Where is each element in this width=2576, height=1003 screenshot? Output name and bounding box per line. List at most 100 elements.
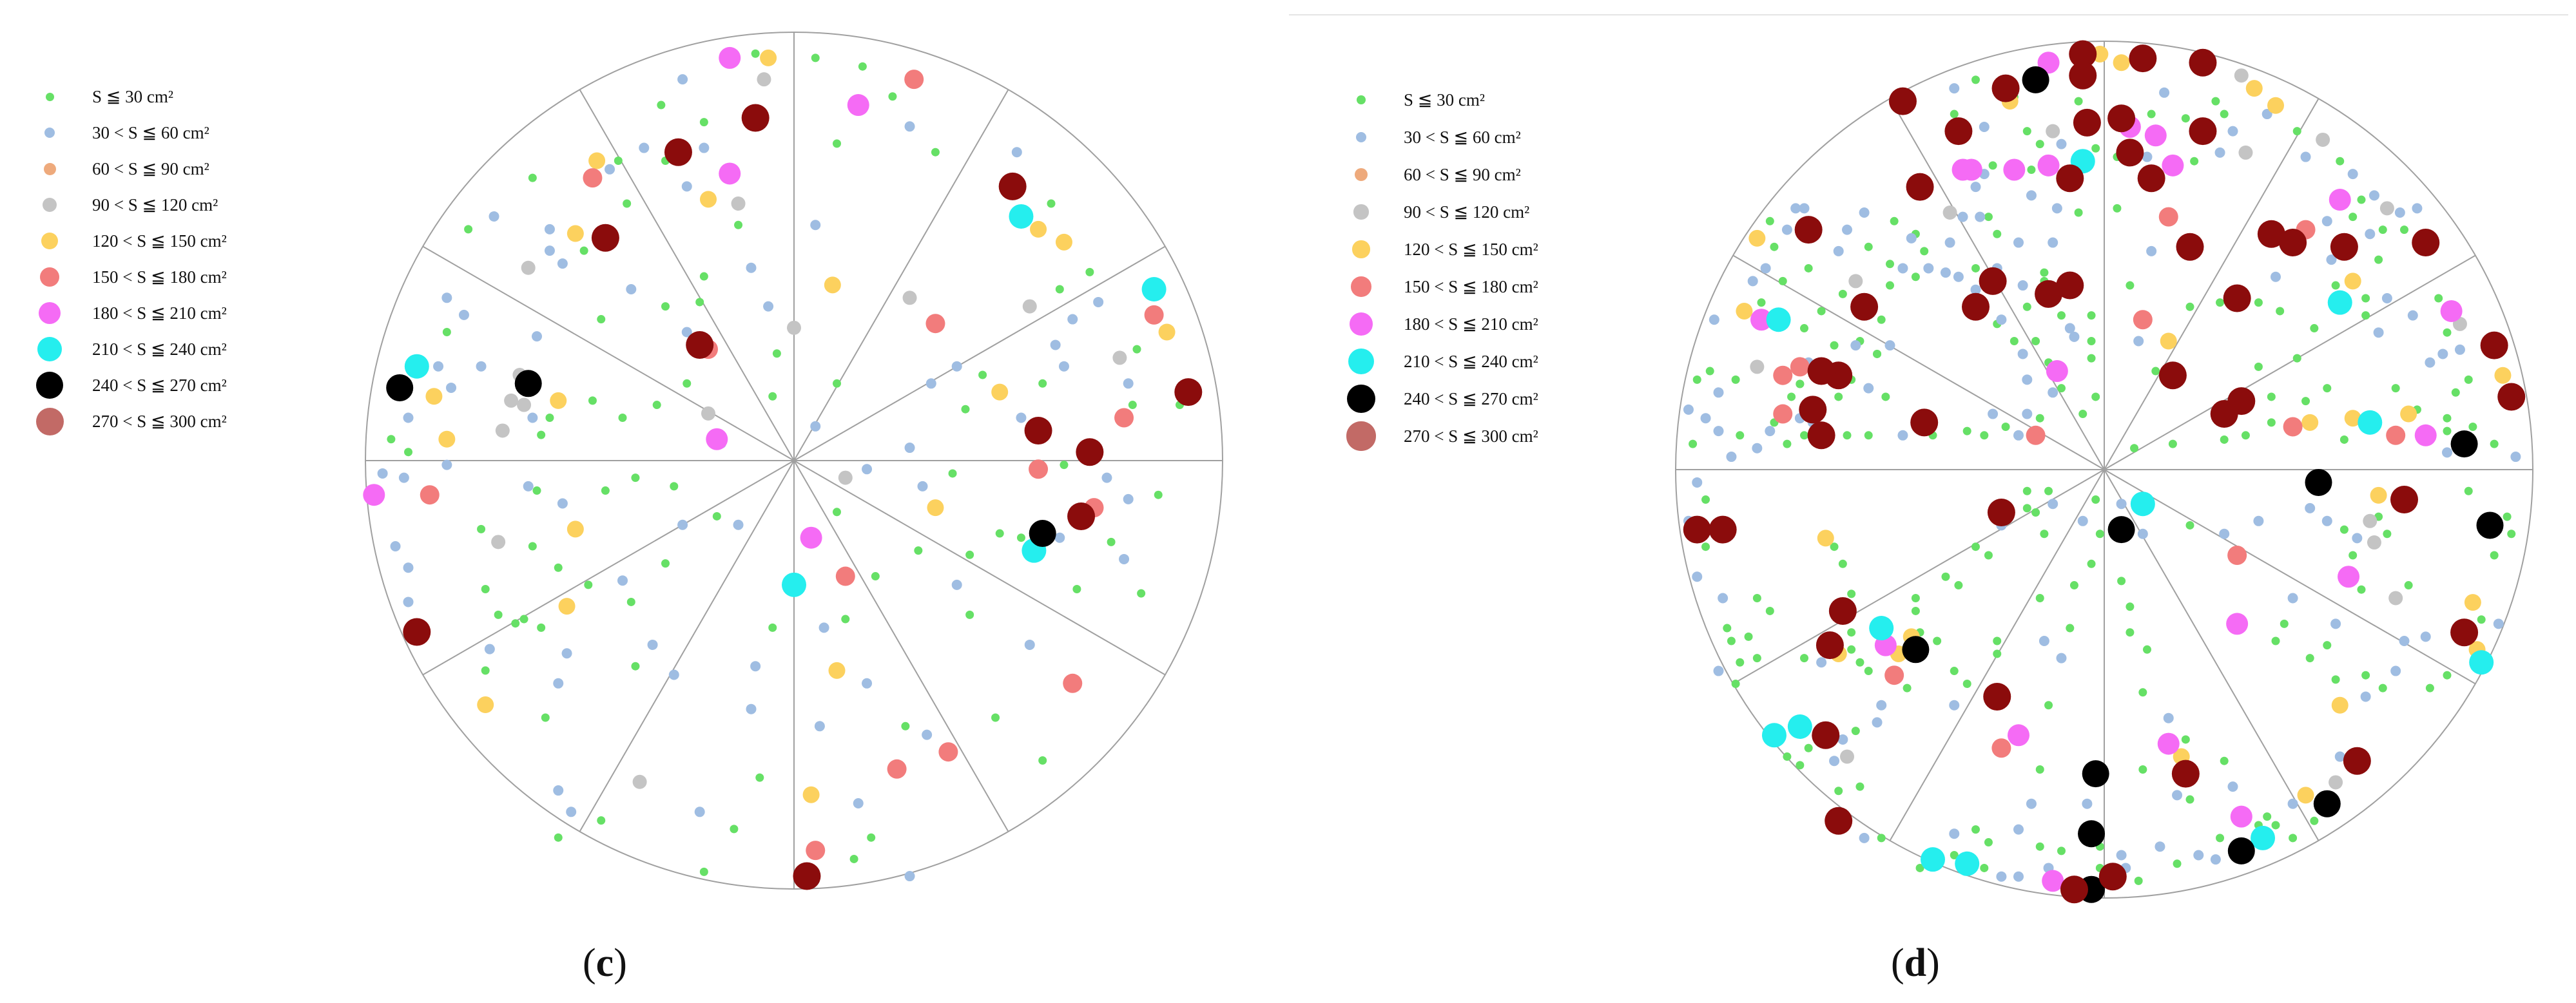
data-point-s150 [760,49,777,66]
legend-marker-s300 [35,407,64,435]
data-point-s30 [2147,110,2156,119]
data-point-s30 [1988,161,1997,170]
data-point-s60 [2013,237,2024,248]
data-point-s30 [1834,787,1843,796]
data-point-s120 [787,320,801,335]
data-point-s60 [917,481,928,492]
data-point-s30 [2181,735,2190,744]
data-point-s30 [1132,345,1141,354]
data-point-s30 [1962,426,1971,435]
data-point-s30 [2323,384,2332,393]
data-point-s30 [2348,551,2358,560]
data-point-s30 [2348,213,2358,222]
data-point-s30 [2443,426,2452,435]
data-point-s60 [377,468,388,479]
data-point-s30 [2331,281,2340,290]
data-point-s30 [867,833,876,842]
data-point-s60 [2326,254,2337,265]
data-point-s60 [1975,211,1986,222]
data-point-s30 [1847,589,1856,598]
data-point-s60 [2155,841,2165,852]
data-point-s270 [2313,790,2341,817]
data-point-s120 [2234,68,2249,83]
data-point-s300 [686,330,714,359]
data-point-s180 [2158,207,2178,227]
data-point-s30 [2126,628,2135,637]
data-point-s60 [2368,190,2379,201]
data-point-s30 [2185,302,2194,311]
data-point-s30 [2443,671,2452,680]
data-point-s30 [2451,388,2460,397]
data-point-s60 [1979,122,1990,132]
data-point-s30 [2391,384,2400,393]
data-point-s30 [2267,418,2276,427]
data-point-s300 [2480,331,2508,359]
data-point-s300 [1807,421,1835,450]
data-point-s60 [2493,618,2504,629]
data-point-s60 [2146,245,2157,256]
data-point-s150 [567,225,584,242]
data-point-s30 [1971,263,1980,272]
data-point-s60 [1692,571,1703,582]
data-point-s30 [2443,414,2452,423]
data-point-s210 [2440,300,2463,322]
legend-label-s180: 150 < S ≦ 180 cm² [92,267,227,287]
data-point-s30 [404,448,412,457]
legend-label-s180: 150 < S ≦ 180 cm² [1404,277,1538,296]
data-point-s30 [1855,782,1864,791]
data-point-s60 [951,579,962,590]
data-point-s60 [1760,263,1771,274]
data-point-s300 [2343,747,2371,775]
data-point-s30 [519,615,528,624]
data-point-s60 [2442,447,2452,458]
data-point-s150 [927,499,944,517]
data-point-s30 [661,302,670,311]
data-point-s300 [1828,597,1857,625]
sector-line-5 [793,460,1009,832]
data-point-s30 [1800,431,1808,440]
data-point-s240 [1787,714,1812,739]
data-point-s30 [1950,110,1959,119]
data-point-s30 [2468,423,2477,431]
data-point-s30 [2181,114,2190,123]
data-point-s30 [1765,216,1774,225]
data-point-s240 [1766,307,1791,332]
data-point-s30 [833,508,841,517]
data-point-s30 [2507,530,2516,539]
data-point-s120 [731,196,746,211]
data-point-s180 [1029,459,1049,479]
data-point-s60 [1123,493,1134,504]
data-point-s120 [2388,591,2403,606]
data-point-s60 [1016,412,1027,423]
data-point-s120 [2367,535,2381,550]
legend-marker-s90 [43,162,56,175]
data-point-s180 [2283,417,2303,437]
data-point-s30 [2310,324,2319,333]
data-point-s120 [491,535,506,549]
data-point-s30 [2490,551,2499,560]
data-point-s30 [2087,311,2096,320]
data-point-s60 [1816,657,1827,668]
data-point-s30 [2339,435,2348,444]
data-point-s60 [2026,190,2037,201]
data-point-s180 [1063,673,1083,693]
data-point-s60 [527,412,538,423]
data-point-s120 [1750,359,1765,374]
data-point-s30 [1727,636,1736,645]
data-point-s30 [2361,294,2370,303]
data-point-s210 [1951,158,1974,181]
legend-marker-s60 [1355,131,1367,143]
data-point-s30 [631,662,640,671]
data-point-s30 [991,713,1000,722]
data-point-s300 [2129,44,2157,73]
data-point-s300 [998,172,1027,200]
data-point-s60 [557,258,568,269]
data-point-s300 [793,862,821,890]
data-point-s180 [904,70,924,90]
data-point-s60 [1953,271,1964,282]
data-point-s30 [1877,315,1886,324]
data-point-s60 [403,597,414,607]
sector-line-10 [422,245,795,461]
data-point-s300 [2069,40,2097,68]
data-point-s30 [2211,97,2220,106]
